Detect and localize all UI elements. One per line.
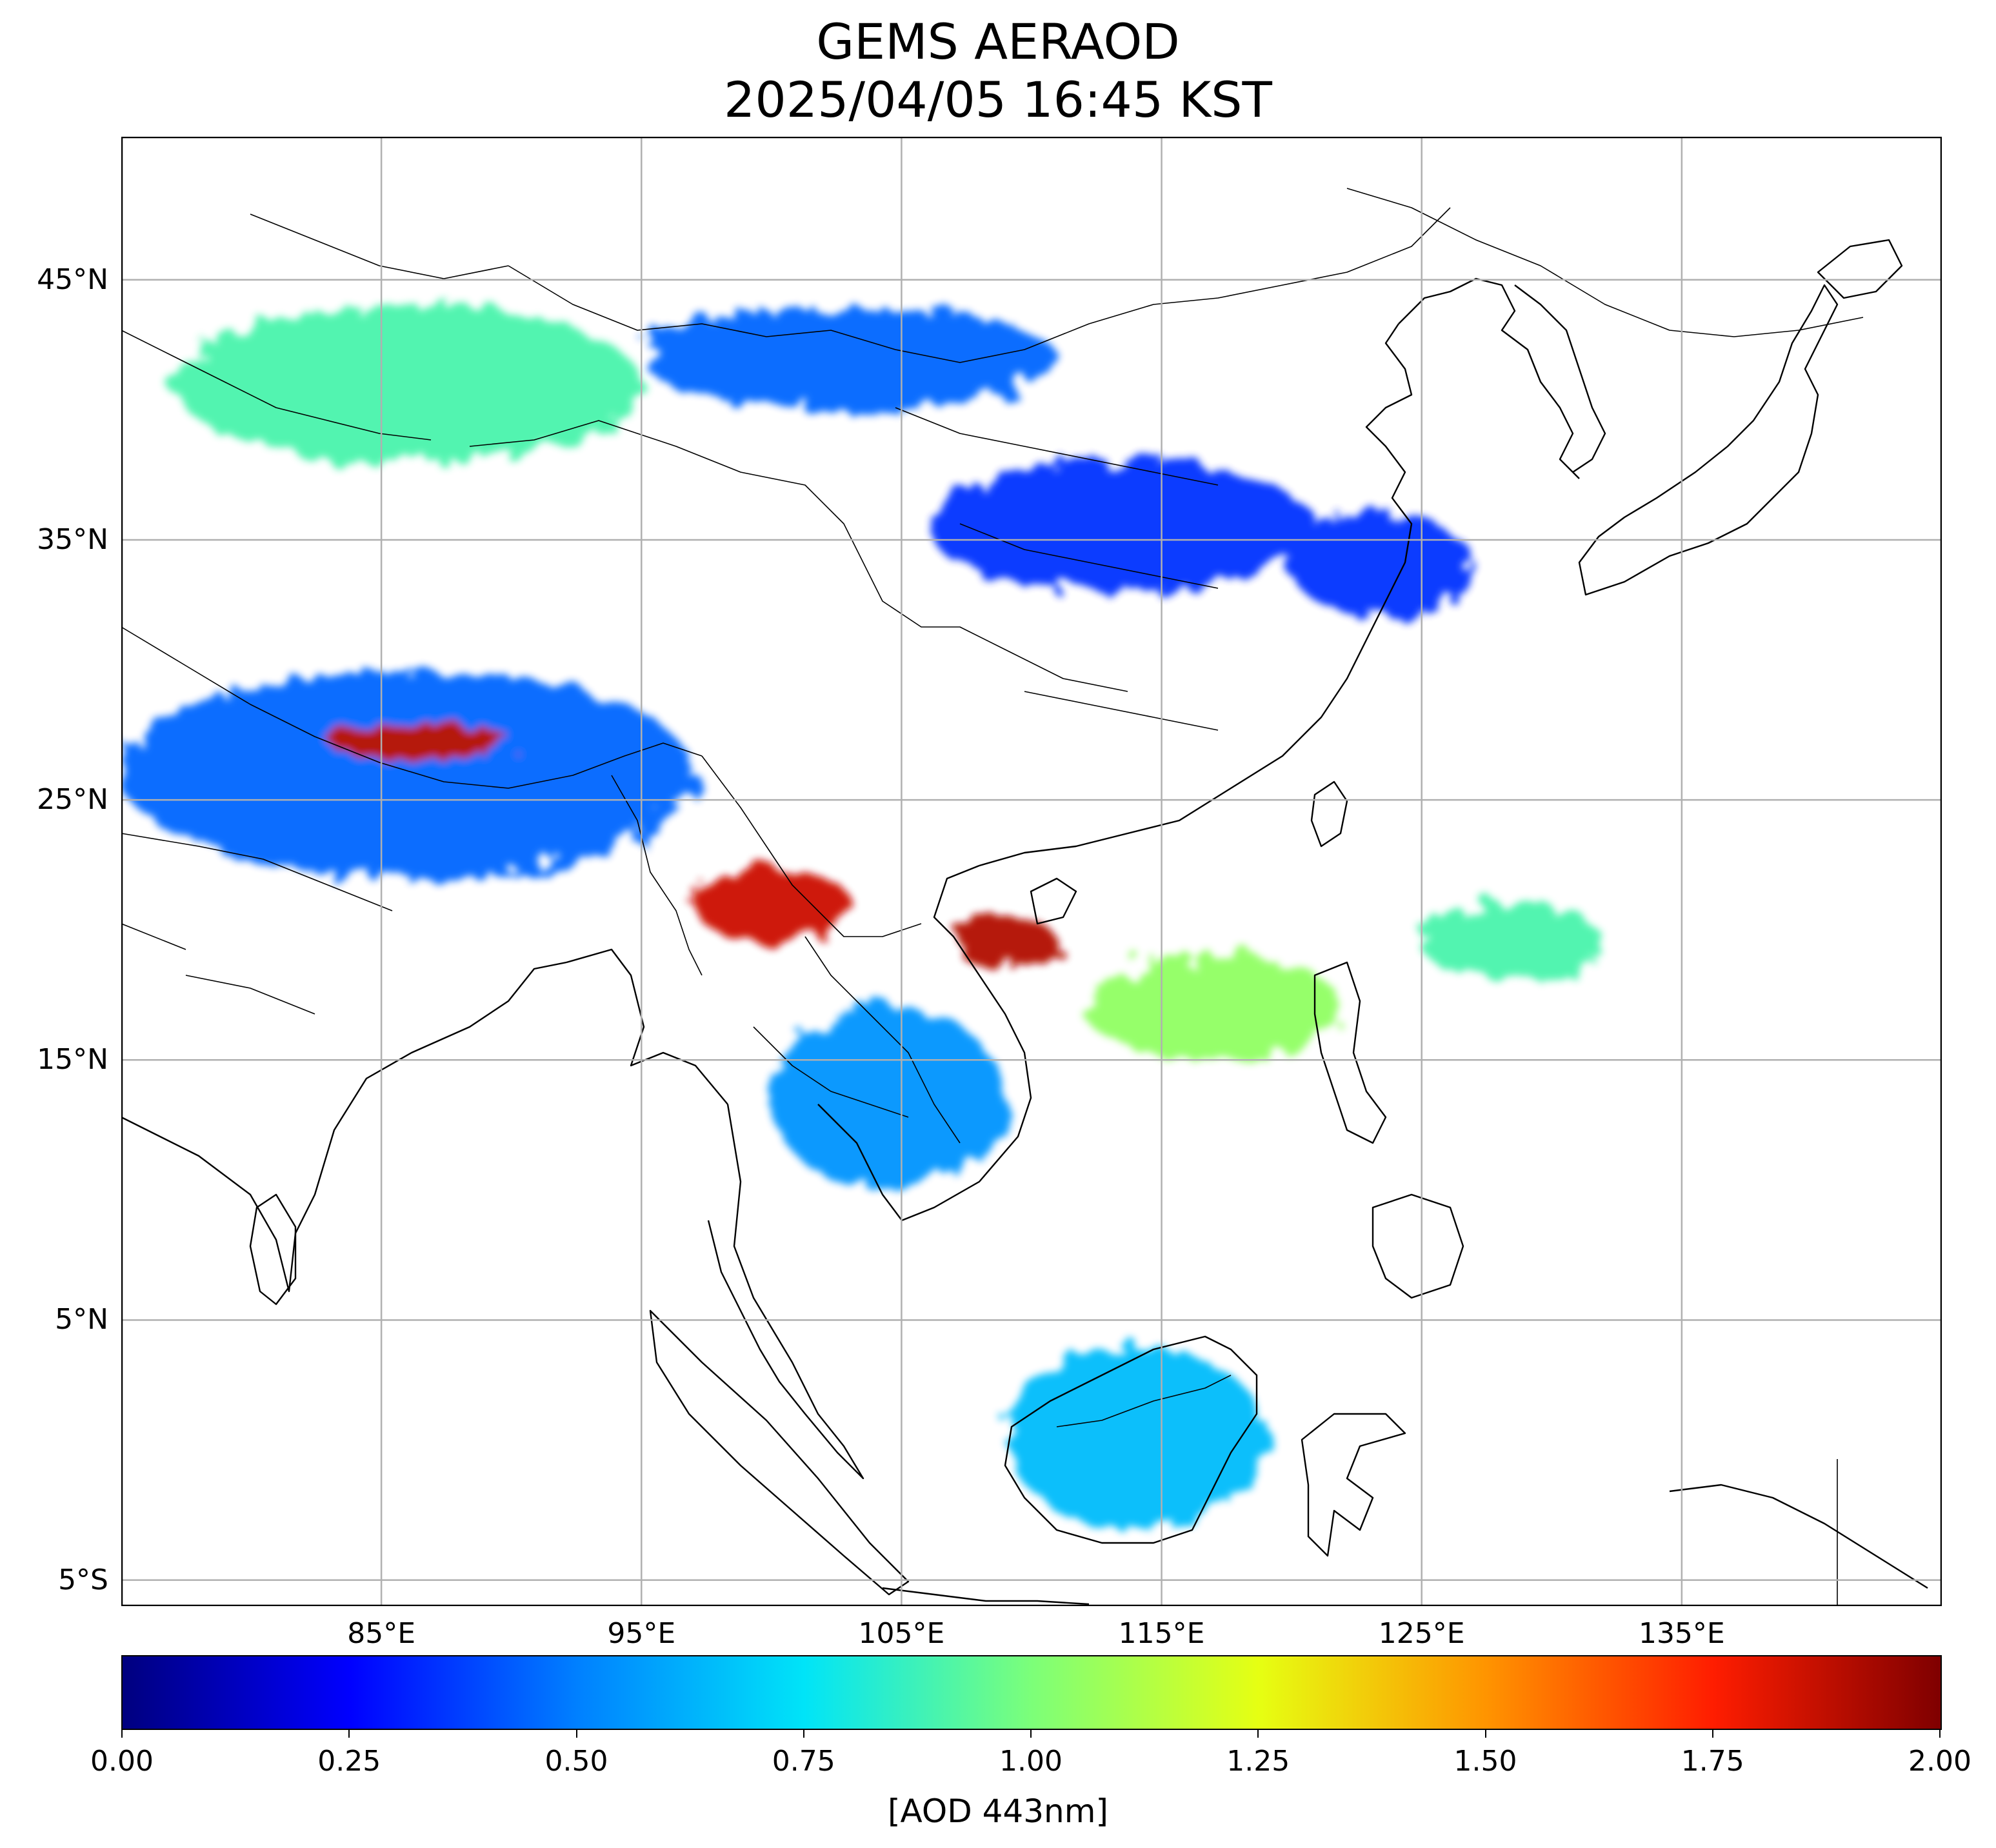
lon-tick-label: 85°E (347, 1617, 416, 1650)
colorbar-tick-label: 1.75 (1681, 1745, 1744, 1778)
lon-tick-label: 95°E (607, 1617, 676, 1650)
aod-region-2 (927, 461, 1318, 592)
map-title: GEMS AERAOD (816, 13, 1180, 70)
border-china-mongolia (508, 207, 1451, 363)
aod-region-10 (771, 1008, 1006, 1190)
border-thailand-cambodia (753, 1026, 909, 1118)
coastline-hokkaido (1817, 239, 1903, 299)
border-india-internal (121, 833, 393, 1015)
lat-tick-label: 15°N (37, 1043, 108, 1077)
lat-tick-label: 5°N (55, 1303, 108, 1336)
border-tibet-plateau (469, 420, 1128, 692)
coastline-taiwan (1310, 780, 1348, 848)
border-myanmar-china (701, 755, 922, 937)
colorbar-tick-label: 0.50 (544, 1745, 608, 1778)
map-subtitle: 2025/04/05 16:45 KST (724, 71, 1272, 128)
lat-tick-label: 35°N (37, 522, 108, 556)
map-frame-border (121, 137, 1942, 1606)
colorbar-tick (1939, 1729, 1941, 1738)
aod-region-6 (693, 864, 850, 943)
map-plot-area (121, 137, 1942, 1606)
border-himalaya (121, 626, 703, 789)
border-layer (121, 188, 1864, 1606)
coastline-new-guinea (1669, 1484, 1928, 1589)
colorbar-tick-label: 1.50 (1453, 1745, 1517, 1778)
colorbar-tick-label: 1.00 (999, 1745, 1063, 1778)
aod-region-0 (173, 306, 642, 462)
coastline-malay-peninsula (707, 1104, 864, 1480)
coastline-south-china (979, 323, 1413, 867)
colorbar-tick-label: 0.25 (317, 1745, 381, 1778)
aod-region-7 (953, 917, 1058, 969)
coastline-layer (121, 239, 1928, 1605)
border-kazakhstan (250, 214, 509, 279)
lat-tick-label: 45°N (37, 263, 108, 296)
coastline-japan (1578, 284, 1839, 596)
aod-region-4 (121, 670, 694, 879)
lon-tick-label: 105°E (858, 1617, 945, 1650)
colorbar-tick (121, 1729, 123, 1738)
coastline-indochina (817, 864, 1032, 1222)
colorbar-tick (575, 1729, 577, 1738)
colorbar-tick (1030, 1729, 1032, 1738)
border-india-myanmar (611, 775, 703, 976)
colorbar-label: [AOD 443nm] (888, 1793, 1108, 1830)
lon-tick-label: 125°E (1378, 1617, 1465, 1650)
aod-region-3 (1292, 513, 1474, 618)
colorbar-tick (1257, 1729, 1259, 1738)
coastline-sri-lanka (249, 1193, 297, 1306)
coastline-sulawesi (1301, 1413, 1406, 1557)
colorbar-tick (803, 1729, 804, 1738)
colorbar-tick (348, 1729, 350, 1738)
lon-tick-label: 115°E (1118, 1617, 1205, 1650)
lat-tick-label: 25°N (37, 783, 108, 817)
coastline-hainan (1030, 877, 1077, 925)
coastline-borneo (1004, 1335, 1258, 1544)
colorbar-tick-label: 2.00 (1908, 1745, 1971, 1778)
coastline-myanmar (566, 948, 728, 1105)
colorbar (121, 1655, 1942, 1730)
lat-tick-label: 5°S (58, 1563, 108, 1596)
gridline-layer (121, 137, 1942, 1606)
colorbar-tick-label: 0.75 (772, 1745, 835, 1778)
coastline-java (882, 1587, 1090, 1605)
coastline-bohai (1398, 277, 1580, 479)
aod-region-8 (1083, 956, 1344, 1060)
coastline-korea (1514, 284, 1606, 473)
colorbar-tick-label: 1.25 (1226, 1745, 1290, 1778)
coastline-india (121, 961, 567, 1293)
aod-region-9 (1421, 904, 1604, 982)
coastline-mindanao (1372, 1193, 1464, 1299)
aod-region-5 (329, 722, 512, 761)
border-central-asia (121, 330, 432, 441)
border-russia (1346, 188, 1864, 337)
aod-region-1 (641, 306, 1058, 410)
border-laos-vietnam (804, 936, 961, 1144)
coastline-luzon (1313, 961, 1387, 1144)
lon-tick-label: 135°E (1638, 1617, 1725, 1650)
aod-region-11 (1005, 1346, 1266, 1529)
colorbar-tick (1712, 1729, 1713, 1738)
colorbar-tick (1484, 1729, 1486, 1738)
colorbar-tick-label: 0.00 (90, 1745, 154, 1778)
border-borneo (1056, 1375, 1232, 1427)
coastline-sumatra (649, 1309, 910, 1596)
border-china-internal (895, 407, 1219, 731)
